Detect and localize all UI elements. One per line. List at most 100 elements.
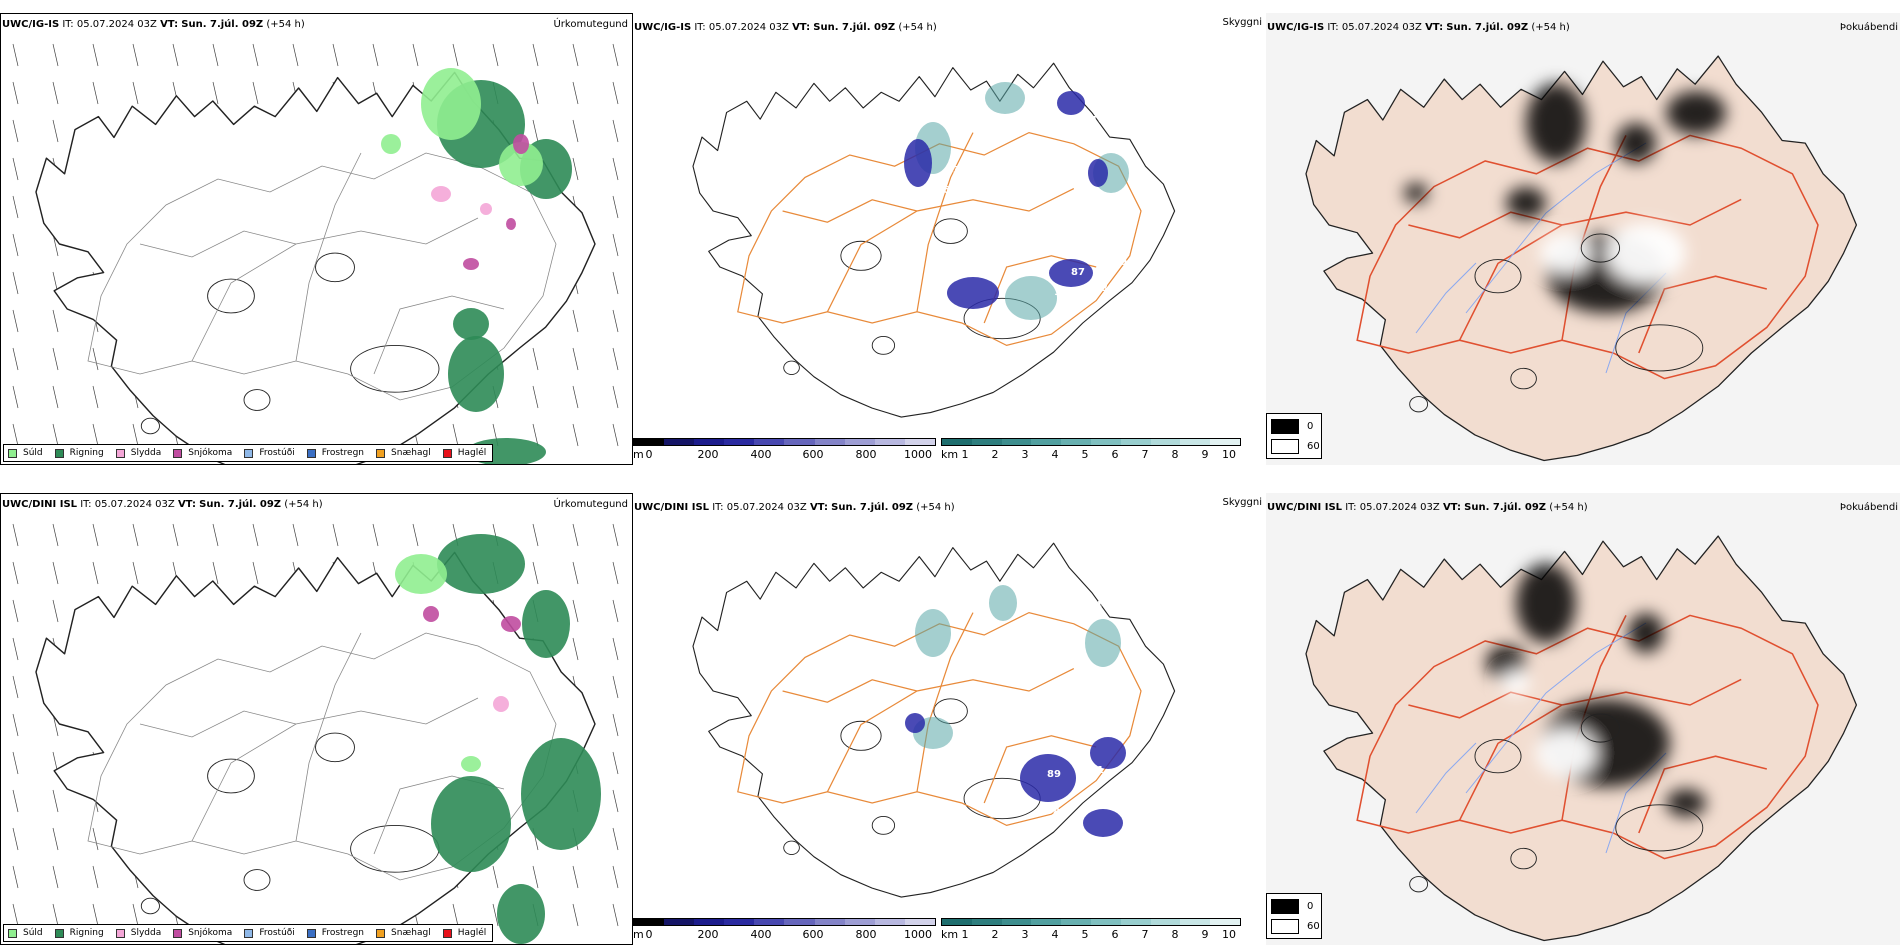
glacier-outline [140, 897, 160, 915]
glacier-outline [140, 417, 160, 435]
wind-barb [52, 81, 59, 105]
colorbar-segment [814, 439, 845, 445]
wind-barb [92, 865, 99, 889]
fog-map [1266, 493, 1900, 945]
fog-legend: 0 60 [1266, 893, 1322, 939]
wind-barb [372, 43, 379, 67]
vt-value: Sun. 7.júl. 09Z [1446, 22, 1529, 33]
drizzle-area [461, 756, 481, 772]
wind-barb [252, 43, 259, 67]
wind-barb [612, 347, 619, 371]
visibility-panel-row1: UWC/IG-IS IT: 05.07.2024 03Z VT: Sun. 7.… [633, 13, 1266, 465]
low-ceiling-area [1020, 754, 1076, 802]
wind-barb [92, 561, 99, 585]
glacier-outline [1615, 324, 1704, 372]
vt-value: Sun. 7.júl. 09Z [181, 19, 264, 30]
it-label: IT: [712, 502, 724, 513]
visibility-tick: 8 [1171, 448, 1179, 461]
wind-barb [452, 423, 459, 447]
road-line [1458, 678, 1742, 821]
road-line [295, 632, 362, 842]
vt-value: Sun. 7.júl. 09Z [831, 502, 914, 513]
wind-barb [12, 195, 19, 219]
colorbar-segment [784, 919, 815, 925]
iceland-coastline [692, 62, 1176, 418]
vt-label: VT: [1442, 502, 1461, 513]
wind-barb [52, 523, 59, 547]
fog-max-value: 60 [1307, 921, 1320, 932]
road-line [1408, 211, 1563, 239]
ceiling-unit: m [633, 448, 644, 461]
it-value: 05.07.2024 03Z [1341, 22, 1422, 33]
ceiling-value-label: 111 [1083, 765, 1104, 776]
precip-swatch [54, 448, 64, 458]
fog-min-value: 0 [1307, 421, 1314, 432]
wind-barb [12, 119, 19, 143]
wind-barb [212, 523, 219, 547]
wind-barb [572, 81, 579, 105]
colorbar-segment [724, 919, 755, 925]
panel-type-fog: Þokuábendi [1839, 502, 1898, 513]
precip-legend-item: Haglél [442, 928, 486, 938]
it-label: IT: [80, 499, 92, 510]
wind-barb [132, 423, 139, 447]
precip-swatch [8, 448, 17, 458]
glacier-outline [840, 720, 882, 751]
wind-barb [92, 385, 99, 409]
ceiling-value-label: 83 [1053, 807, 1067, 818]
vt-value: Sun. 7.júl. 09Z [1464, 502, 1547, 513]
colorbar-segment [754, 439, 785, 445]
visibility-unit: km [941, 448, 959, 461]
precip-legend-item: Súld [8, 928, 43, 938]
precip-map [12, 523, 619, 944]
visibility-tick: 6 [1111, 928, 1119, 941]
wind-barb [52, 309, 59, 333]
glacier-outline [1409, 396, 1429, 413]
wind-barb [52, 827, 59, 851]
precip-swatch [244, 928, 254, 938]
wind-barb [52, 119, 59, 143]
glacier-outline [933, 698, 968, 724]
glacier-outline [1474, 739, 1522, 774]
wind-barb [612, 599, 619, 623]
colorbar-segment [904, 439, 935, 445]
wind-barb [572, 523, 579, 547]
precip-swatch [115, 448, 125, 458]
rain-area [437, 534, 525, 594]
road-line [737, 131, 1142, 347]
wind-barb [572, 637, 579, 661]
wind-barb [612, 827, 619, 851]
panel-type-fog: Þokuábendi [1839, 22, 1898, 33]
wind-barb [92, 347, 99, 371]
wind-barb [292, 523, 299, 547]
road-line [1638, 755, 1767, 834]
snow-area [513, 134, 529, 154]
glacier-outline [1580, 233, 1621, 263]
wind-barb [572, 119, 579, 143]
wind-barb [132, 561, 139, 585]
ceiling-colorbar: m 0 200 400 600 800 1000 [633, 438, 938, 464]
colorbar-segment [814, 919, 845, 925]
wind-barb [212, 43, 219, 67]
colorbar-segment [942, 919, 972, 925]
vt-value: Sun. 7.júl. 09Z [813, 22, 896, 33]
wind-barb [12, 675, 19, 699]
river-line [1465, 142, 1647, 314]
wind-barb [612, 233, 619, 257]
visibility-unit: km [941, 928, 959, 941]
ceiling-value-label: 96 [936, 185, 950, 196]
panel-header: UWC/IG-IS IT: 05.07.2024 03Z VT: Sun. 7.… [1267, 21, 1900, 35]
road-line [983, 735, 1097, 804]
river-line [1415, 742, 1477, 814]
river-line [1465, 622, 1647, 794]
wind-barb [52, 903, 59, 927]
wind-barb [612, 561, 619, 585]
wind-barb [12, 347, 19, 371]
wind-barb [452, 903, 459, 927]
ceiling-tick: 600 [802, 928, 824, 941]
precip-map [12, 43, 619, 464]
fog-legend-min: 0 [1271, 899, 1313, 914]
wind-barb [572, 347, 579, 371]
clear-area [1536, 729, 1596, 777]
precip-legend-item: Slydda [115, 928, 161, 938]
